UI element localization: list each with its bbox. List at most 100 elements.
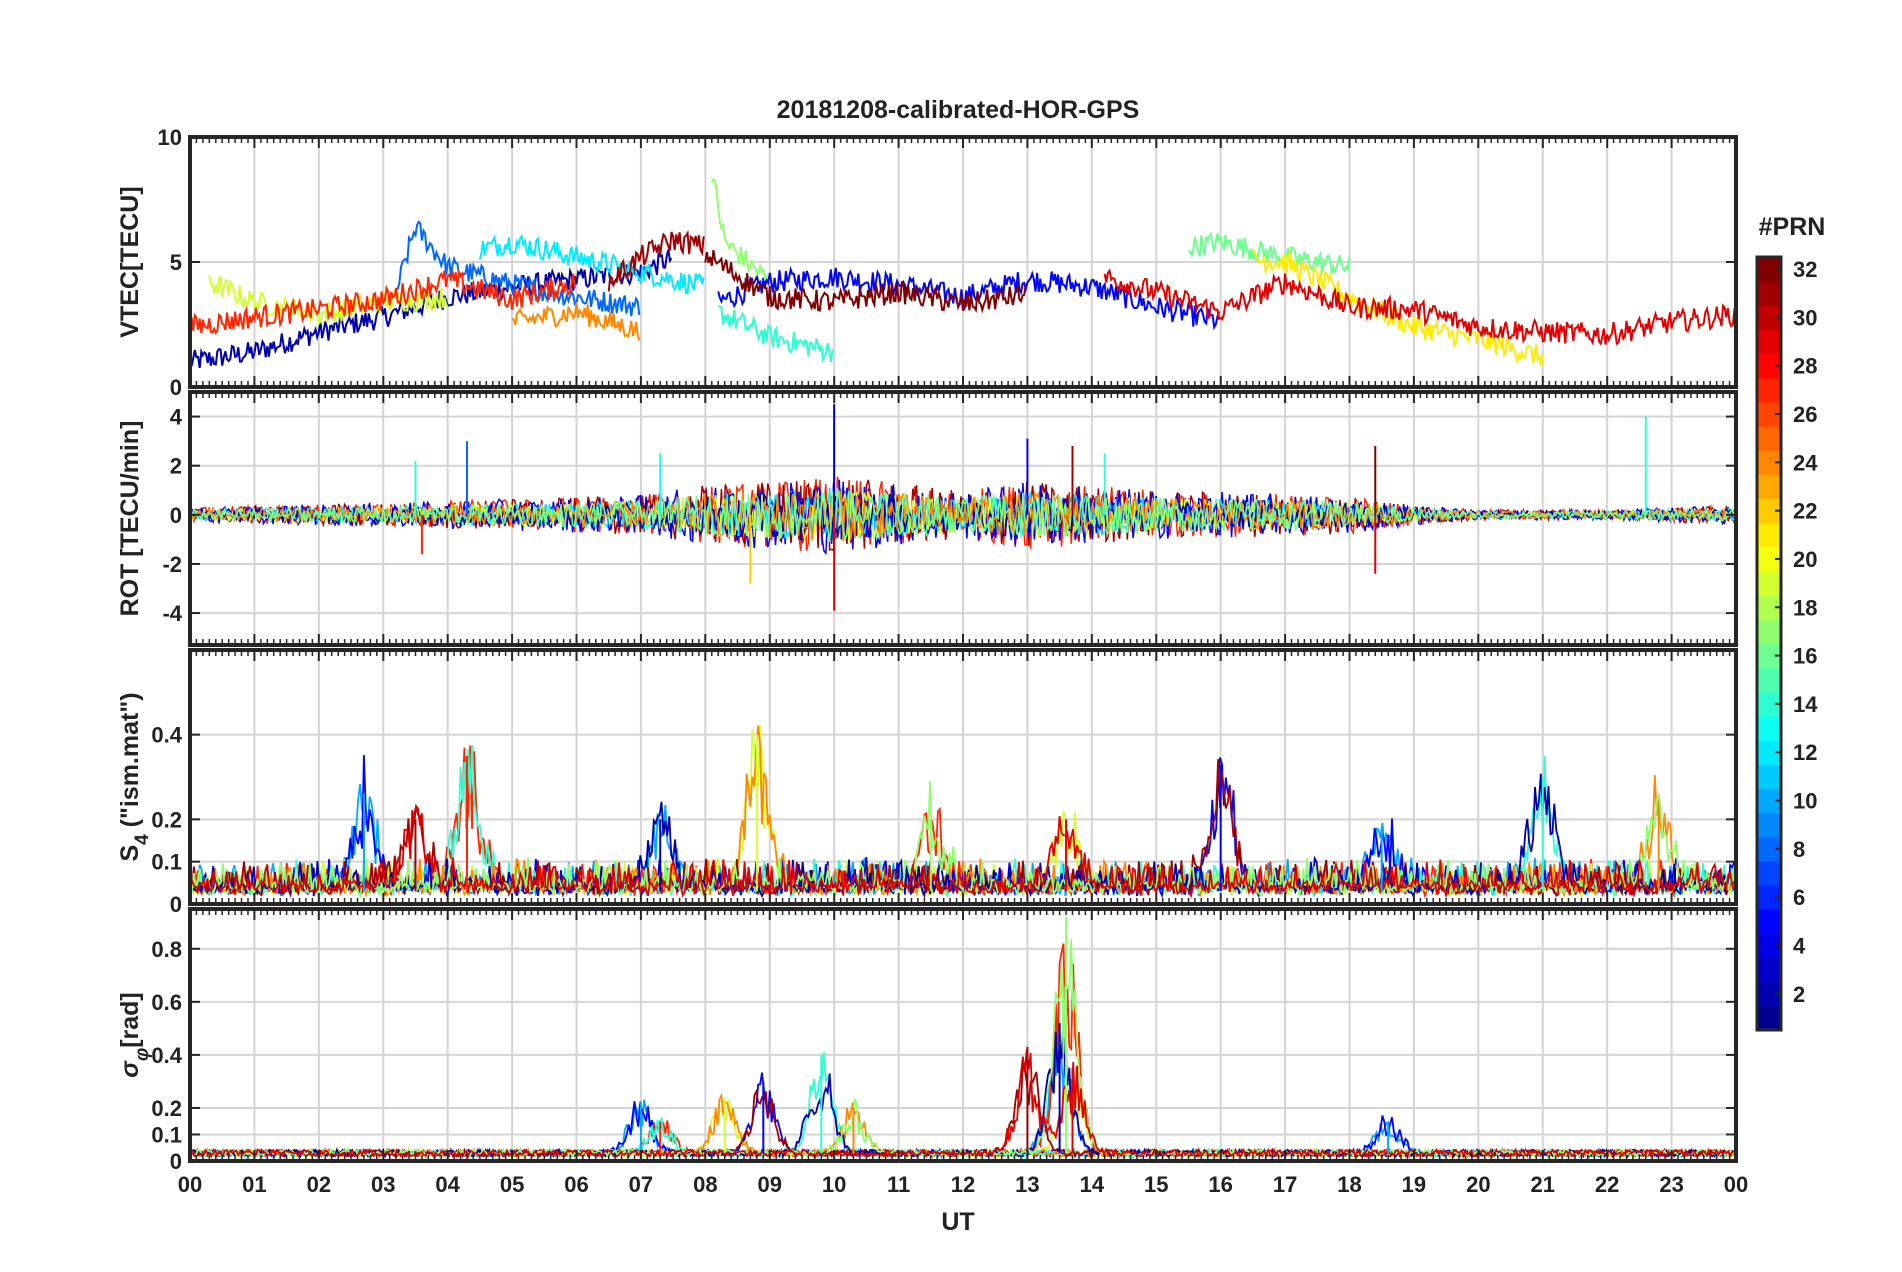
series-line-prn-17 xyxy=(710,178,769,282)
minor-ticks xyxy=(195,137,1731,387)
x-axis-label: UT xyxy=(941,1208,974,1236)
colorbar-swatch xyxy=(1757,764,1781,790)
y-tick-label: 5 xyxy=(170,250,182,275)
colorbar-tick-label: 12 xyxy=(1793,740,1817,765)
colorbar-tick-label: 2 xyxy=(1793,982,1805,1007)
colorbar-tick-label: 32 xyxy=(1793,257,1817,282)
x-tick-label: 07 xyxy=(629,1172,653,1197)
panel-s4: 0 0.1 0.2 0.4S4 ("ism.mat") xyxy=(116,648,1738,917)
x-tick-label: 13 xyxy=(1015,1172,1039,1197)
series-group xyxy=(190,724,1735,900)
colorbar-tick-label: 14 xyxy=(1793,692,1818,717)
y-tick-label: 10 xyxy=(158,125,182,150)
colorbar-tick-label: 20 xyxy=(1793,547,1817,572)
series-line-prn-12 xyxy=(478,233,705,295)
colorbar-swatch xyxy=(1757,329,1781,355)
colorbar-tick-label: 28 xyxy=(1793,354,1817,379)
x-tick-label: 21 xyxy=(1531,1172,1555,1197)
series-line-prn-24 xyxy=(511,302,641,341)
series-line-prn-19 xyxy=(208,275,449,326)
colorbar-swatch xyxy=(1757,281,1781,306)
panel-vtec: 0 5 10 VTEC[TECU] xyxy=(116,125,1738,400)
y-tick-label: 0.4 xyxy=(151,723,182,748)
minor-ticks xyxy=(195,392,1731,645)
series-line-prn-29 xyxy=(190,803,1735,899)
y-tick-label: -2 xyxy=(162,552,182,577)
x-tick-label: 04 xyxy=(435,1172,460,1197)
x-tick-label: 00 xyxy=(1724,1172,1748,1197)
y-tick-label: 4 xyxy=(170,405,183,430)
series-line-prn-32 xyxy=(704,249,1027,314)
x-tick-label: 02 xyxy=(307,1172,331,1197)
x-tick-label: 11 xyxy=(887,1172,910,1197)
y-tick-label: 2 xyxy=(170,454,182,479)
major-ticks xyxy=(253,137,1673,387)
x-tick-label: 05 xyxy=(500,1172,524,1197)
colorbar-tick-label: 24 xyxy=(1793,450,1818,475)
x-tick-label: 06 xyxy=(564,1172,588,1197)
x-tick-label: 15 xyxy=(1144,1172,1168,1197)
y-tick-label: 0.8 xyxy=(151,937,182,962)
colorbar-swatch xyxy=(1757,909,1781,934)
colorbar-swatch xyxy=(1757,619,1781,645)
colorbar-swatch xyxy=(1757,812,1781,838)
y-tick-label: 0 xyxy=(170,375,182,400)
series-line-prn-27 xyxy=(190,268,576,339)
series-line-prn-8 xyxy=(395,220,641,317)
x-tick-label: 00 xyxy=(178,1172,202,1197)
colorbar-tick-label: 16 xyxy=(1793,644,1817,669)
series-line-prn-24 xyxy=(190,488,1735,542)
y-tick-label: 0.1 xyxy=(151,850,182,875)
y-tick-label: 0.2 xyxy=(151,1096,182,1121)
colorbar-tick-label: 10 xyxy=(1793,789,1817,814)
x-tick-label: 19 xyxy=(1402,1172,1426,1197)
colorbar-tick-label: 30 xyxy=(1793,305,1817,330)
y-tick-label: 0 xyxy=(170,892,182,917)
x-tick-label: 12 xyxy=(951,1172,975,1197)
colorbar-swatch xyxy=(1757,667,1781,693)
colorbar-tick-label: 26 xyxy=(1793,402,1817,427)
colorbar-tick-label: 22 xyxy=(1793,499,1817,524)
colorbar-swatch xyxy=(1757,1005,1781,1031)
x-tick-label: 09 xyxy=(758,1172,782,1197)
y-tick-label: 0.1 xyxy=(151,1122,182,1147)
series-group xyxy=(190,404,1735,611)
minor-ticks xyxy=(195,650,1731,904)
series-line-prn-24 xyxy=(190,725,1735,898)
x-tick-label: 22 xyxy=(1595,1172,1619,1197)
x-tick-label: 01 xyxy=(242,1172,266,1197)
y-tick-label: 0 xyxy=(170,1149,182,1174)
y-axis-label: VTEC[TECU] xyxy=(116,186,144,337)
y-tick-label: 0.6 xyxy=(151,990,182,1015)
major-ticks xyxy=(253,392,1673,645)
panel-sigma_phi: 00.10.2 0.4 0.6 0.8 σφ[rad] xyxy=(116,907,1738,1174)
colorbar-swatch xyxy=(1757,715,1781,741)
colorbar-swatch xyxy=(1757,426,1781,451)
series-line-prn-29 xyxy=(1103,268,1736,347)
colorbar-swatch xyxy=(1757,571,1781,596)
series-line-prn-31 xyxy=(607,230,705,292)
panel-rot: -4 -2 0 2 4 ROT [TECU/min] xyxy=(116,390,1738,647)
y-tick-label: 0.4 xyxy=(151,1043,182,1068)
colorbar-frame xyxy=(1755,255,1783,1032)
colorbar-swatch xyxy=(1757,957,1781,983)
y-axis-label: ROT [TECU/min] xyxy=(116,421,144,617)
major-ticks xyxy=(253,909,1673,1161)
colorbar-title: #PRN xyxy=(1759,213,1826,241)
y-axis-label: S4 ("ism.mat") xyxy=(116,692,153,861)
colorbar-swatch xyxy=(1757,522,1781,548)
y-tick-label: 0.2 xyxy=(151,807,182,832)
colorbar-tick-label: 4 xyxy=(1793,933,1806,958)
y-axis-label: σφ[rad] xyxy=(116,992,153,1078)
series-line-prn-16 xyxy=(190,487,1735,542)
chart-title: 20181208-calibrated-HOR-GPS xyxy=(777,96,1140,124)
x-tick-label: 16 xyxy=(1208,1172,1232,1197)
major-ticks xyxy=(253,650,1673,904)
x-tick-label: 18 xyxy=(1337,1172,1361,1197)
x-tick-label: 10 xyxy=(822,1172,846,1197)
series-group xyxy=(190,178,1736,369)
y-tick-label: 0 xyxy=(170,503,182,528)
